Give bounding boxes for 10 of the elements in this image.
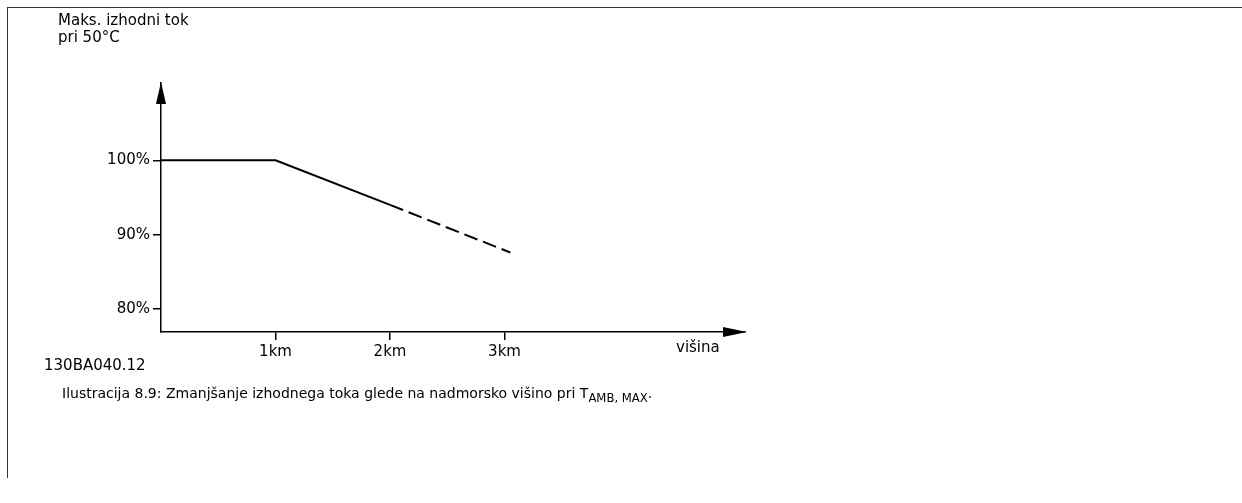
y-tick-label: 80% — [116, 298, 150, 317]
y-tick-label: 100% — [107, 150, 150, 169]
y-axis-title: Maks. izhodni tok pri 50°C — [58, 11, 189, 46]
x-tick-label: 3km — [488, 341, 521, 360]
x-tick-label: 2km — [373, 341, 407, 360]
y-tick-label: 90% — [116, 224, 150, 243]
text: 130BA040.12 — [44, 356, 146, 374]
text: Ilustracija 8.9: Zmanjšanje izhodnega toka glede na nadmorsko višino pri T$_{AMB, MAX}$. — [62, 385, 653, 405]
x-tick-label: 1km — [259, 341, 292, 360]
x-axis-title: višina — [676, 338, 720, 356]
